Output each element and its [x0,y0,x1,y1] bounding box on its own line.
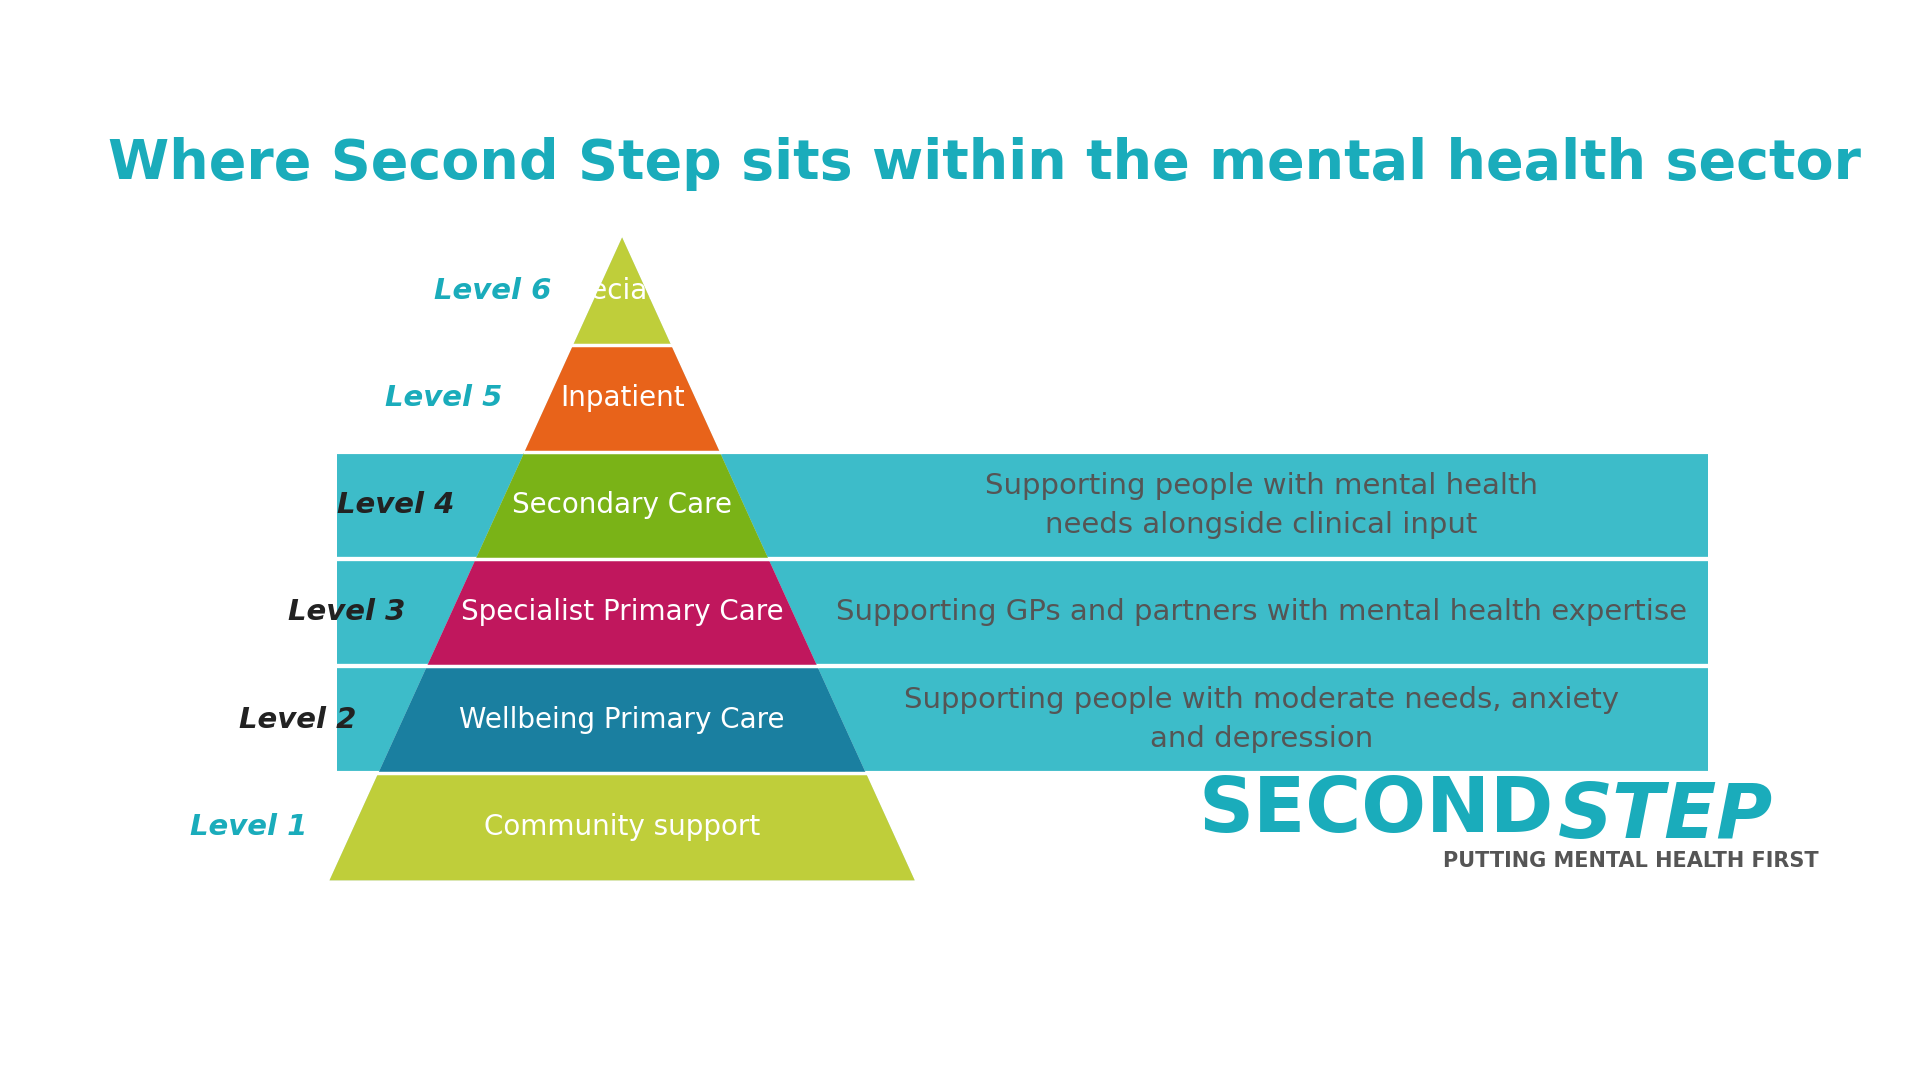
Text: Level 3: Level 3 [288,598,405,626]
Polygon shape [426,558,818,666]
Text: Community support: Community support [484,813,760,840]
Bar [338,451,1707,558]
Text: Supporting GPs and partners with mental health expertise: Supporting GPs and partners with mental … [835,598,1686,626]
Text: Specialist Primary Care: Specialist Primary Care [461,598,783,626]
Text: Level 4: Level 4 [336,491,453,519]
Text: Level 2: Level 2 [240,705,357,733]
Text: Secondary Care: Secondary Care [513,491,732,519]
Text: Supporting people with moderate needs, anxiety
and depression: Supporting people with moderate needs, a… [904,686,1619,753]
Bar [338,558,1707,666]
Polygon shape [330,773,914,880]
Text: Supporting people with mental health
needs alongside clinical input: Supporting people with mental health nee… [985,472,1538,539]
Text: Level 1: Level 1 [190,813,307,840]
Polygon shape [574,238,670,345]
Polygon shape [476,451,768,558]
Polygon shape [378,666,866,773]
Text: Wellbeing Primary Care: Wellbeing Primary Care [459,705,785,733]
Text: Level 5: Level 5 [386,384,503,413]
Polygon shape [524,345,720,451]
Text: Inpatient: Inpatient [561,384,684,413]
Text: Level 6: Level 6 [434,276,551,305]
Polygon shape [330,238,914,880]
Text: STEP: STEP [1557,780,1772,854]
Text: PUTTING MENTAL HEALTH FIRST: PUTTING MENTAL HEALTH FIRST [1444,851,1818,872]
Text: SECOND: SECOND [1198,774,1553,848]
Text: Specialist: Specialist [555,276,689,305]
Text: Where Second Step sits within the mental health sector: Where Second Step sits within the mental… [108,137,1860,191]
Bar [338,666,1707,773]
